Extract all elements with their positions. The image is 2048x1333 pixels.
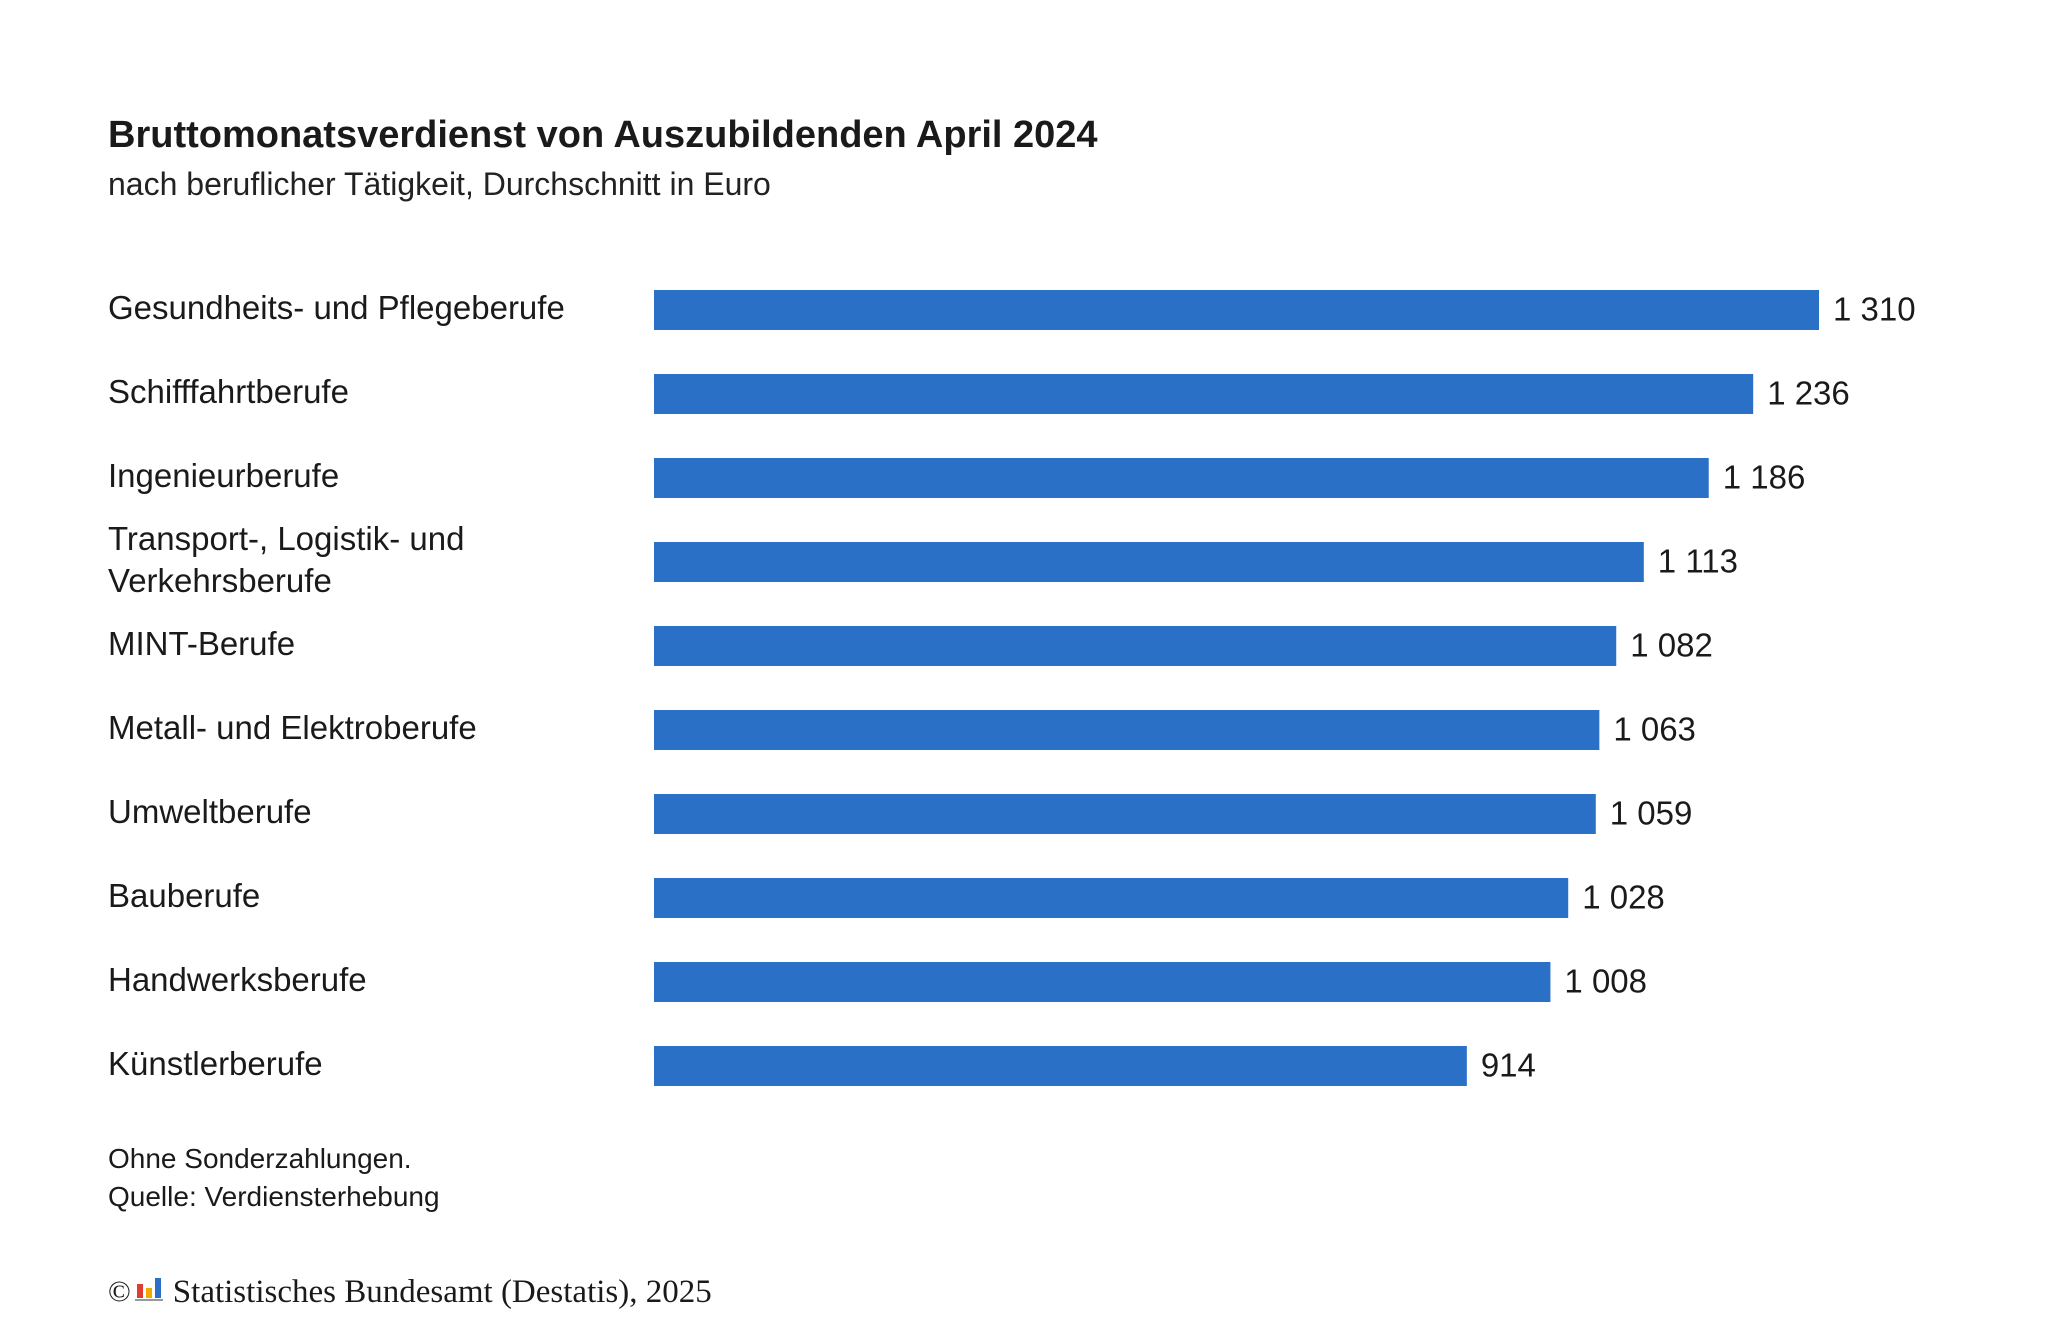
category-label: Gesundheits- und Pflegeberufe: [108, 289, 565, 326]
bar: [654, 458, 1709, 498]
destatis-logo-icon: [134, 1272, 165, 1312]
chart-notes: Ohne Sonderzahlungen. Quelle: Verdienste…: [108, 1140, 440, 1216]
chart-subtitle: nach beruflicher Tätigkeit, Durchschnitt…: [108, 166, 771, 202]
category-label: Umweltberufe: [108, 793, 312, 830]
value-label: 1 059: [1610, 795, 1693, 832]
bar: [654, 290, 1819, 330]
bar: [654, 1046, 1467, 1086]
category-label: Schifffahrtberufe: [108, 373, 349, 410]
bar: [654, 710, 1600, 750]
bar: [654, 962, 1551, 1002]
category-label: MINT-Berufe: [108, 625, 295, 662]
copyright-symbol: ©: [108, 1275, 131, 1308]
publisher-credit: © Statistisches Bundesamt (Destatis), 20…: [108, 1272, 712, 1312]
bar: [654, 626, 1617, 666]
bar: [654, 542, 1644, 582]
value-label: 1 082: [1630, 627, 1713, 664]
value-label: 1 063: [1613, 711, 1696, 748]
source-text: Quelle: Verdiensterhebung: [108, 1181, 440, 1212]
category-label: Handwerksberufe: [108, 961, 367, 998]
value-label: 1 113: [1658, 543, 1738, 580]
bar: [654, 374, 1754, 414]
value-label: 1 028: [1582, 879, 1665, 916]
category-label: Bauberufe: [108, 877, 260, 914]
value-label: 1 310: [1833, 291, 1916, 328]
value-label: 914: [1481, 1047, 1536, 1084]
value-label: 1 008: [1564, 963, 1647, 1000]
bar: [654, 794, 1596, 834]
category-label: Metall- und Elektroberufe: [108, 709, 477, 746]
value-label: 1 186: [1723, 459, 1806, 496]
note-text: Ohne Sonderzahlungen.: [108, 1143, 412, 1174]
value-label: 1 236: [1767, 375, 1850, 412]
category-label: Künstlerberufe: [108, 1045, 323, 1082]
credit-text: Statistisches Bundesamt (Destatis), 2025: [172, 1274, 712, 1310]
bar-chart: Gesundheits- und Pflegeberufe 1 310 Schiff…: [108, 289, 1916, 1086]
bar: [654, 878, 1569, 918]
chart-title: Bruttomonatsverdienst von Auszubildenden…: [108, 114, 1098, 156]
category-label: Ingenieurberufe: [108, 457, 339, 494]
category-label: Transport-, Logistik- und Verkehrsberufe: [108, 520, 464, 599]
